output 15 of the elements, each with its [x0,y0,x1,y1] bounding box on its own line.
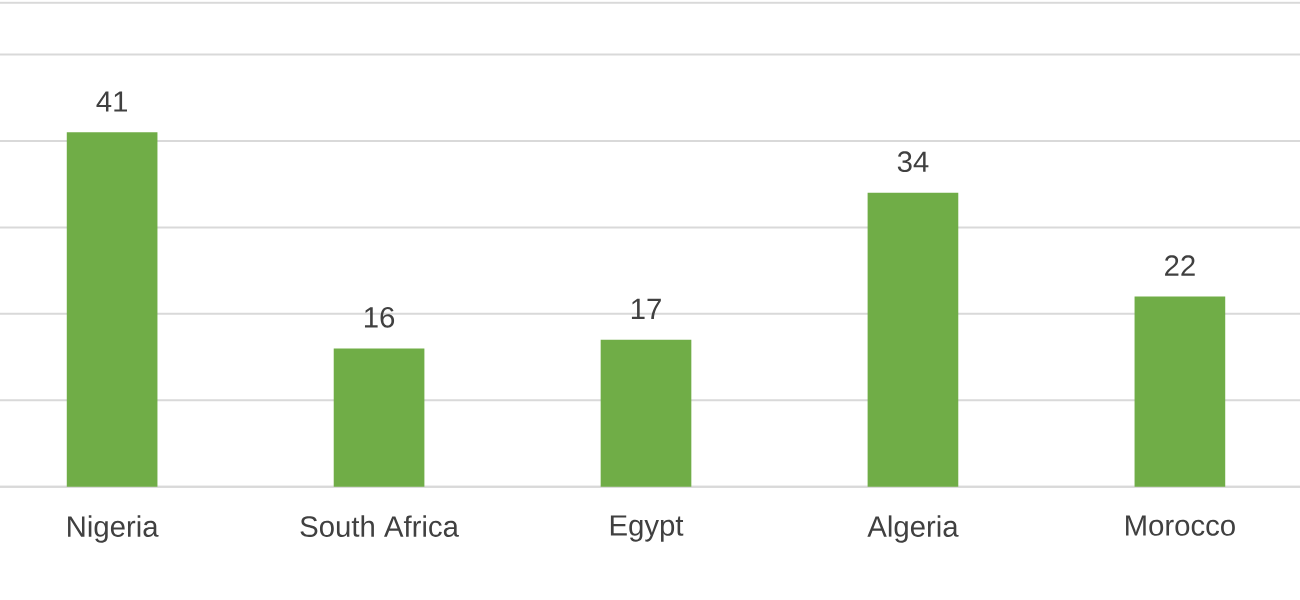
x-tick-label: Morocco [1126,515,1235,536]
x-tick-label: South Africa [300,515,459,537]
data-label: 17 [631,298,661,320]
x-tick-label: Algeria [867,515,959,543]
data-label: 16 [364,306,395,328]
bar [1134,296,1226,487]
data-label: 22 [1165,255,1195,276]
bar [600,339,692,487]
bar [867,192,959,487]
x-tick-label: Egypt [610,515,684,542]
bar [66,132,158,487]
x-tick-label: Nigeria [68,515,159,543]
bar [333,348,425,487]
data-label: 34 [897,151,929,173]
data-label: 41 [96,91,127,112]
